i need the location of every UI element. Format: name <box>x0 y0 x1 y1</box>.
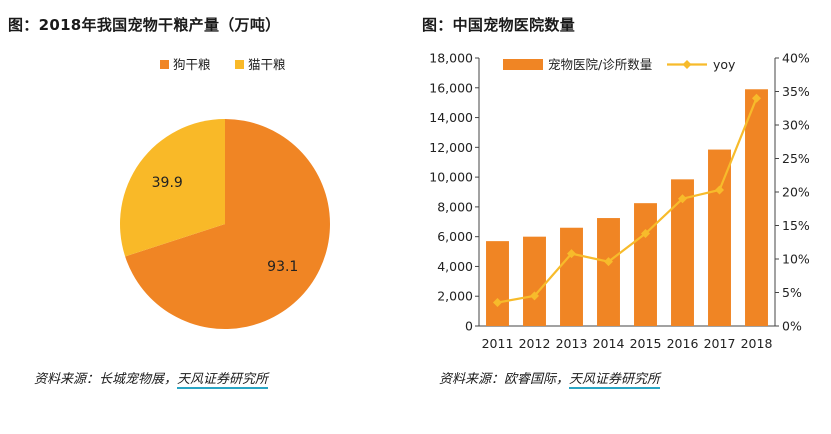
y-left-tick-label-5: 10,000 <box>429 170 473 185</box>
y-left-tick-label-6: 12,000 <box>429 140 473 155</box>
y-right-tick-label-5: 25% <box>782 151 810 166</box>
x-tick-label-2013: 2013 <box>556 336 588 351</box>
bar-source-highlight: 天风证券研究所 <box>569 372 661 389</box>
x-tick-label-2014: 2014 <box>593 336 625 351</box>
pie-slice-0 <box>125 119 331 329</box>
yoy-point-2011 <box>493 298 502 308</box>
bar-2016 <box>671 179 694 326</box>
y-right-tick-label-2: 10% <box>782 252 810 267</box>
bar-chart-title: 图：中国宠物医院数量 <box>422 16 576 34</box>
x-tick-label-2017: 2017 <box>704 336 736 351</box>
y-right-tick-label-4: 20% <box>782 185 810 200</box>
pie-value-label-0: 93.1 <box>267 259 298 275</box>
y-left-tick-label-2: 4,000 <box>437 259 473 274</box>
bar-chart-panel: 图：中国宠物医院数量 0 2,000 4,000 6,000 8,000 10,000 12… <box>405 0 831 434</box>
legend-bar-swatch <box>503 59 543 70</box>
pie-slice-1 <box>119 118 225 257</box>
yoy-point-2018 <box>752 93 761 103</box>
yoy-point-2017 <box>715 185 724 195</box>
yoy-point-2014 <box>604 257 613 267</box>
y-left-tick-label-1: 2,000 <box>437 289 473 304</box>
pie-chart-panel: 图：2018年我国宠物干粮产量（万吨） 狗干粮 猫干粮 93.1 39.9 资料来源：… <box>0 0 405 434</box>
x-tick-label-2016: 2016 <box>667 336 699 351</box>
bar-source-prefix: 资料来源：欧睿国际， <box>439 372 570 387</box>
legend-line-label: yoy <box>713 57 736 72</box>
bar-2018 <box>745 89 768 327</box>
y-right-tick-label-1: 5% <box>782 285 802 300</box>
legend-label-0: 狗干粮 <box>173 57 211 72</box>
y-left-tick-label-4: 8,000 <box>437 199 473 214</box>
pie-chart: 狗干粮 猫干粮 93.1 39.9 <box>119 57 331 329</box>
x-tick-label-2018: 2018 <box>741 336 773 351</box>
bar-2015 <box>634 203 657 326</box>
y-right-tick-label-0: 0% <box>782 319 802 334</box>
yoy-line <box>497 97 758 304</box>
legend-swatch-1 <box>235 60 244 69</box>
y-right-tick-label-3: 15% <box>782 218 810 233</box>
y-left-tick-label-9: 18,000 <box>429 51 473 66</box>
yoy-point-2012 <box>530 291 539 301</box>
legend-line-marker <box>682 60 692 69</box>
bar-line-chart: 0 2,000 4,000 6,000 8,000 10,000 12,000 14,000 1… <box>429 51 810 352</box>
bar-source-note: 资料来源：欧睿国际，天风证券研究所 <box>439 368 661 389</box>
legend-swatch-0 <box>160 60 169 69</box>
x-tick-label-2015: 2015 <box>630 336 662 351</box>
yoy-point-2015 <box>641 229 650 239</box>
pie-source-prefix: 资料来源：长城宠物展， <box>34 372 178 387</box>
legend-bar-label: 宠物医院/诊所数量 <box>548 57 652 72</box>
x-tick-label-2012: 2012 <box>519 336 551 351</box>
y-right-tick-label-6: 30% <box>782 118 810 133</box>
pie-source-note: 资料来源：长城宠物展，天风证券研究所 <box>34 368 269 389</box>
y-right-tick-label-8: 40% <box>782 51 810 66</box>
yoy-point-2013 <box>567 249 576 259</box>
bar-2011 <box>486 241 509 326</box>
pie-value-label-1: 39.9 <box>152 175 183 191</box>
yoy-point-2016 <box>678 194 687 204</box>
y-left-tick-label-3: 6,000 <box>437 229 473 244</box>
x-tick-label-2011: 2011 <box>482 336 514 351</box>
y-right-tick-label-7: 35% <box>782 84 810 99</box>
bar-2012 <box>523 236 546 326</box>
pie-chart-title: 图：2018年我国宠物干粮产量（万吨） <box>8 16 281 34</box>
y-left-tick-label-0: 0 <box>465 319 473 334</box>
bar-2013 <box>560 227 583 326</box>
pie-source-highlight: 天风证券研究所 <box>177 372 269 389</box>
bar-2017 <box>708 149 731 326</box>
y-left-tick-label-8: 16,000 <box>429 80 473 95</box>
y-left-tick-label-7: 14,000 <box>429 110 473 125</box>
bar-2014 <box>597 218 620 326</box>
legend-label-1: 猫干粮 <box>248 57 286 72</box>
